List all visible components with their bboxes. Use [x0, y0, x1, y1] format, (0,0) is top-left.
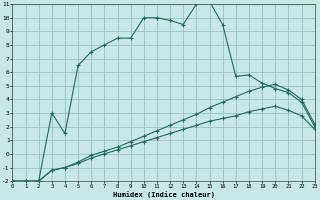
X-axis label: Humidex (Indice chaleur): Humidex (Indice chaleur) — [113, 191, 214, 198]
